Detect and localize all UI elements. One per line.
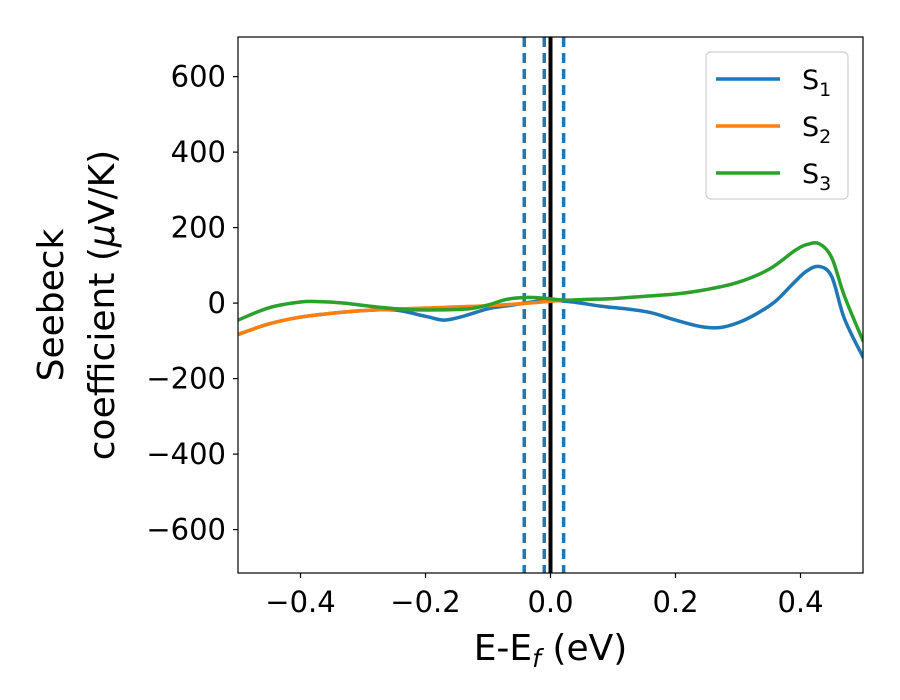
y-tick-label: −600 <box>146 513 226 547</box>
legend-label-s3: S3 <box>802 159 831 195</box>
legend-label-s1: S1 <box>802 65 831 101</box>
y-axis-title: Seebeck coefficient (μV/K) <box>31 150 123 460</box>
legend: S1 S2 S3 <box>705 51 849 200</box>
x-tick-label: 0.0 <box>527 585 573 619</box>
plot-clip-group <box>238 37 863 573</box>
y-tick-label: 400 <box>171 135 226 169</box>
y-axis-title-line2: coefficient (μV/K) <box>82 150 123 460</box>
axes: −0.4 −0.2 0.0 0.2 0.4 600 400 200 0 −200 −400 −600 <box>146 60 823 619</box>
y-tick-label: 600 <box>171 60 226 94</box>
x-tick-label: −0.4 <box>265 585 335 619</box>
axis-titles: E-Ef (eV) Seebeck coefficient (μV/K) <box>31 150 627 673</box>
x-tick-label: 0.4 <box>777 585 823 619</box>
legend-label-s2: S2 <box>802 112 831 148</box>
y-tick-label: 0 <box>208 286 226 320</box>
y-tick-label: −200 <box>146 362 226 396</box>
x-tick-label: 0.2 <box>652 585 698 619</box>
x-axis-title: E-Ef (eV) <box>474 628 628 673</box>
x-tick-label: −0.2 <box>390 585 460 619</box>
series-line-s2 <box>238 298 565 337</box>
y-tick-label: 200 <box>171 211 226 245</box>
y-tick-label: −400 <box>146 437 226 471</box>
plot-area <box>237 36 864 574</box>
y-axis-title-line1: Seebeck <box>31 228 72 381</box>
series-line-s3 <box>238 241 863 343</box>
